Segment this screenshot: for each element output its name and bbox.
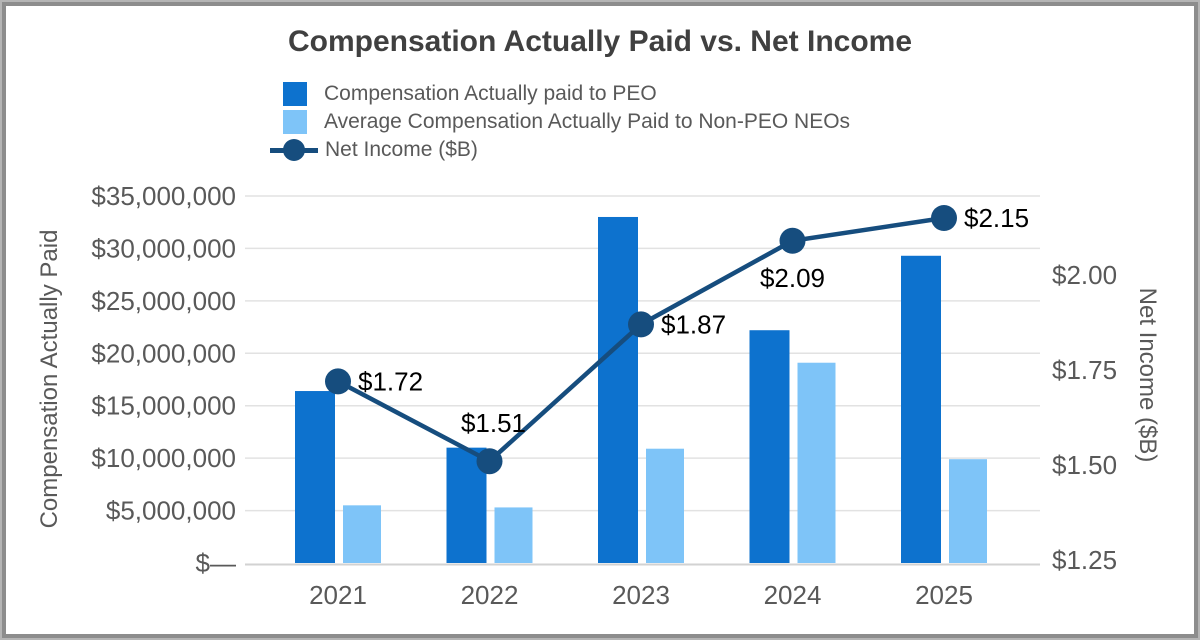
- bar-non-peo-2023: [646, 448, 684, 563]
- x-axis-label-2024: 2024: [764, 580, 822, 610]
- net-income-point-2022: [476, 448, 503, 475]
- legend: Compensation Actually paid to PEO Averag…: [270, 80, 850, 164]
- left-axis-tick: $35,000,000: [91, 181, 236, 211]
- net-income-point-2021: [325, 368, 351, 395]
- left-axis-tick: $20,000,000: [91, 338, 236, 368]
- legend-item-peo: Compensation Actually paid to PEO: [270, 80, 850, 108]
- bar-non-peo-2025: [949, 459, 987, 563]
- net-income-label-2021: $1.72: [358, 366, 423, 396]
- right-axis-tick: $2.00: [1052, 260, 1117, 290]
- bar-peo-2021: [295, 391, 335, 563]
- net-income-point-2025: [931, 205, 957, 231]
- bar-peo-2024: [749, 330, 790, 563]
- net-income-label-2023: $1.87: [661, 309, 726, 339]
- chart-title: Compensation Actually Paid vs. Net Incom…: [287, 25, 913, 58]
- left-axis-title: Compensation Actually Paid: [36, 230, 63, 529]
- x-axis-label-2025: 2025: [915, 580, 973, 610]
- bar-peo-2023: [598, 216, 638, 563]
- left-axis-tick: $15,000,000: [91, 391, 236, 421]
- left-axis-tick: $5,000,000: [106, 496, 236, 526]
- left-axis-tick: $10,000,000: [91, 443, 236, 473]
- right-axis-tick: $1.50: [1052, 450, 1117, 480]
- legend-item-label: Compensation Actually paid to PEO: [324, 82, 657, 105]
- x-axis-label-2021: 2021: [309, 580, 367, 610]
- bar-non-peo-2024: [797, 362, 836, 563]
- net-income-label-2024: $2.09: [760, 263, 825, 293]
- legend-item-label: Net Income ($B): [325, 138, 478, 161]
- non-peo-series-swatch: [283, 110, 307, 134]
- net-income-label-2022: $1.51: [461, 408, 526, 438]
- bar-peo-2025: [901, 255, 941, 564]
- bar-non-peo-2021: [343, 505, 381, 563]
- peo-series-swatch: [283, 82, 307, 106]
- right-axis-title: Net Income ($B): [1134, 288, 1161, 463]
- net-income-line-marker-icon: [270, 138, 318, 162]
- net-income-label-2025: $2.15: [964, 203, 1029, 233]
- left-axis-tick: $25,000,000: [91, 286, 236, 316]
- legend-item-net-income: Net Income ($B): [270, 136, 850, 164]
- right-axis-tick: $1.25: [1052, 545, 1117, 575]
- left-axis-tick: $—: [196, 548, 236, 578]
- right-axis-tick: $1.75: [1052, 355, 1117, 385]
- x-axis-label-2022: 2022: [461, 580, 519, 610]
- legend-item-non-peo: Average Compensation Actually Paid to No…: [270, 108, 850, 136]
- bar-non-peo-2022: [494, 507, 533, 563]
- left-axis-tick: $30,000,000: [91, 233, 236, 263]
- legend-item-label: Average Compensation Actually Paid to No…: [324, 110, 851, 133]
- net-income-point-2024: [779, 227, 806, 254]
- net-income-point-2023: [628, 311, 654, 338]
- net-income-line: [336, 215, 945, 464]
- x-axis-label-2023: 2023: [612, 580, 670, 610]
